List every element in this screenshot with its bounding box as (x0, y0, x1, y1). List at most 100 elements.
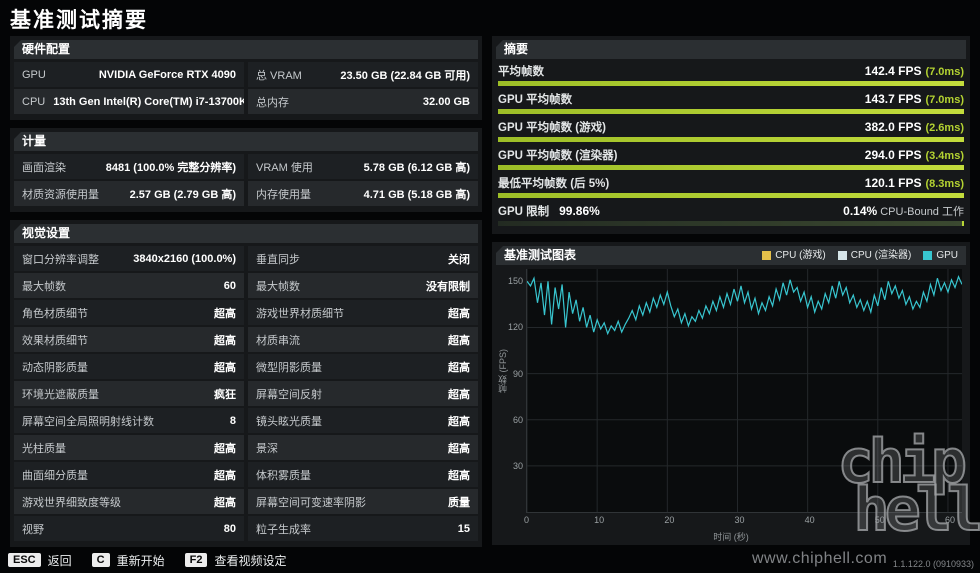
summary-bar (498, 165, 964, 170)
legend-swatch (923, 251, 932, 260)
panel-header: 视觉设置 (14, 224, 478, 243)
metric-frametime: (7.0ms) (925, 94, 964, 106)
setting-value: 8 (230, 415, 236, 427)
key-badge-f2: F2 (185, 553, 208, 567)
x-tick-label: 0 (524, 515, 529, 525)
table-row: 游戏世界细致度等级超高 屏幕空间可变速率阴影质量 (14, 489, 478, 514)
table-row: 屏幕空间全局照明射线计数8 镜头眩光质量超高 (14, 408, 478, 433)
setting-value: 13th Gen Intel(R) Core(TM) i7-13700KF (53, 96, 244, 108)
key-hint-back[interactable]: ESC 返回 (8, 552, 72, 569)
setting-label: 环境光遮蔽质量 (22, 386, 99, 402)
panel-title: 硬件配置 (22, 40, 70, 59)
setting-label: 总 VRAM (256, 67, 302, 83)
legend-label: CPU (渲染器) (851, 246, 912, 265)
table-row: 环境光遮蔽质量疯狂 屏幕空间反射超高 (14, 381, 478, 406)
x-tick-label: 60 (945, 515, 955, 525)
x-axis-label: 时间 (秒) (713, 530, 749, 543)
metric-label: 平均帧数 (498, 63, 544, 79)
chart-panel: 基准测试图表 CPU (游戏) CPU (渲染器) GPU 帧数 (FPS) 0… (492, 242, 970, 545)
table-row: GPUNVIDIA GeForce RTX 4090 总 VRAM23.50 G… (14, 62, 478, 87)
metric-label: GPU 平均帧数 (498, 91, 572, 107)
page-title: 基准测试摘要 (10, 4, 148, 34)
setting-label: 角色材质细节 (22, 305, 88, 321)
plot-area: 0102030405060306090120150 (526, 269, 962, 513)
metric-frametime: (2.6ms) (925, 122, 964, 134)
setting-value: 2.57 GB (2.79 GB 高) (130, 186, 236, 202)
panel-title: 视觉设置 (22, 224, 70, 243)
chart-body: 帧数 (FPS) 0102030405060306090120150 时间 (秒… (496, 269, 966, 541)
bottom-bar: ESC 返回 C 重新开始 F2 查看视频设定 (0, 547, 980, 573)
gpu-limit-label: GPU 限制 (498, 203, 549, 219)
metric-frametime: (3.4ms) (925, 150, 964, 162)
x-tick-label: 40 (805, 515, 815, 525)
hardware-panel: 硬件配置 GPUNVIDIA GeForce RTX 4090 总 VRAM23… (10, 36, 482, 120)
panel-header: 硬件配置 (14, 40, 478, 59)
legend-swatch (838, 251, 847, 260)
table-row: 光柱质量超高 景深超高 (14, 435, 478, 460)
gpu-limit-metric: GPU 限制 99.86% 0.14% CPU-Bound 工作 (496, 202, 966, 226)
table-row: 动态阴影质量超高 微型阴影质量超高 (14, 354, 478, 379)
setting-value: 60 (224, 280, 236, 292)
setting-label: 屏幕空间可变速率阴影 (256, 494, 366, 510)
y-tick-label: 30 (501, 461, 523, 471)
legend-label: GPU (936, 246, 958, 265)
setting-value: 超高 (448, 386, 470, 402)
setting-value: 超高 (214, 332, 236, 348)
setting-value: 超高 (214, 440, 236, 456)
summary-metric: 最低平均帧数 (后 5%) 120.1 FPS(8.3ms) (496, 174, 966, 198)
x-tick-label: 20 (664, 515, 674, 525)
summary-bar (498, 137, 964, 142)
table-row: 材质资源使用量2.57 GB (2.79 GB 高) 内存使用量4.71 GB … (14, 181, 478, 206)
key-hint-video-settings[interactable]: F2 查看视频设定 (185, 552, 287, 569)
setting-value: 关闭 (448, 251, 470, 267)
table-row: 窗口分辨率调整3840x2160 (100.0%) 垂直同步关闭 (14, 246, 478, 271)
table-row: 最大帧数60 最大帧数没有限制 (14, 273, 478, 298)
setting-value: 80 (224, 523, 236, 535)
setting-label: 曲面细分质量 (22, 467, 88, 483)
summary-panel: 摘要 平均帧数 142.4 FPS(7.0ms) GPU 平均帧数 143.7 … (492, 36, 970, 234)
setting-value: 超高 (214, 467, 236, 483)
table-row: 效果材质细节超高 材质串流超高 (14, 327, 478, 352)
metric-value: 294.0 FPS(3.4ms) (865, 148, 964, 162)
visual-settings-panel: 视觉设置 窗口分辨率调整3840x2160 (100.0%) 垂直同步关闭 最大… (10, 220, 482, 547)
metric-value: 120.1 FPS(8.3ms) (865, 176, 964, 190)
gpu-limit-value: 99.86% (559, 204, 600, 218)
x-tick-label: 30 (734, 515, 744, 525)
metric-label: GPU 平均帧数 (渲染器) (498, 147, 617, 163)
metric-value: 142.4 FPS(7.0ms) (865, 64, 964, 78)
metric-value: 143.7 FPS(7.0ms) (865, 92, 964, 106)
legend-swatch (762, 251, 771, 260)
panel-header: 计量 (14, 132, 478, 151)
right-column: 摘要 平均帧数 142.4 FPS(7.0ms) GPU 平均帧数 143.7 … (492, 36, 970, 553)
setting-label: 游戏世界细致度等级 (22, 494, 121, 510)
setting-value: NVIDIA GeForce RTX 4090 (99, 69, 236, 81)
key-hint-restart[interactable]: C 重新开始 (92, 552, 165, 569)
table-row: 视野80 粒子生成率15 (14, 516, 478, 541)
setting-label: 动态阴影质量 (22, 359, 88, 375)
setting-label: 镜头眩光质量 (256, 413, 322, 429)
setting-value: 疯狂 (214, 386, 236, 402)
metric-label: GPU 平均帧数 (游戏) (498, 119, 606, 135)
summary-bar (498, 109, 964, 114)
setting-label: 画面渲染 (22, 159, 66, 175)
legend-item: GPU (923, 246, 958, 265)
chart-title: 基准测试图表 (504, 246, 576, 265)
setting-label: 垂直同步 (256, 251, 300, 267)
setting-label: 体积雾质量 (256, 467, 311, 483)
gpu-limit-row: GPU 限制 99.86% 0.14% CPU-Bound 工作 (498, 202, 964, 219)
setting-value: 超高 (448, 305, 470, 321)
setting-value: 超高 (448, 332, 470, 348)
metric-frametime: (8.3ms) (925, 178, 964, 190)
legend-label: CPU (游戏) (775, 246, 826, 265)
setting-value: 超高 (214, 494, 236, 510)
setting-label: 最大帧数 (256, 278, 300, 294)
left-column: 硬件配置 GPUNVIDIA GeForce RTX 4090 总 VRAM23… (10, 36, 482, 555)
setting-value: 超高 (448, 413, 470, 429)
legend-item: CPU (渲染器) (838, 246, 912, 265)
setting-value: 超高 (448, 359, 470, 375)
key-badge-c: C (92, 553, 110, 567)
panel-header: 基准测试图表 CPU (游戏) CPU (渲染器) GPU (496, 246, 966, 265)
legend-item: CPU (游戏) (762, 246, 826, 265)
setting-label: 视野 (22, 521, 44, 537)
setting-label: 景深 (256, 440, 278, 456)
